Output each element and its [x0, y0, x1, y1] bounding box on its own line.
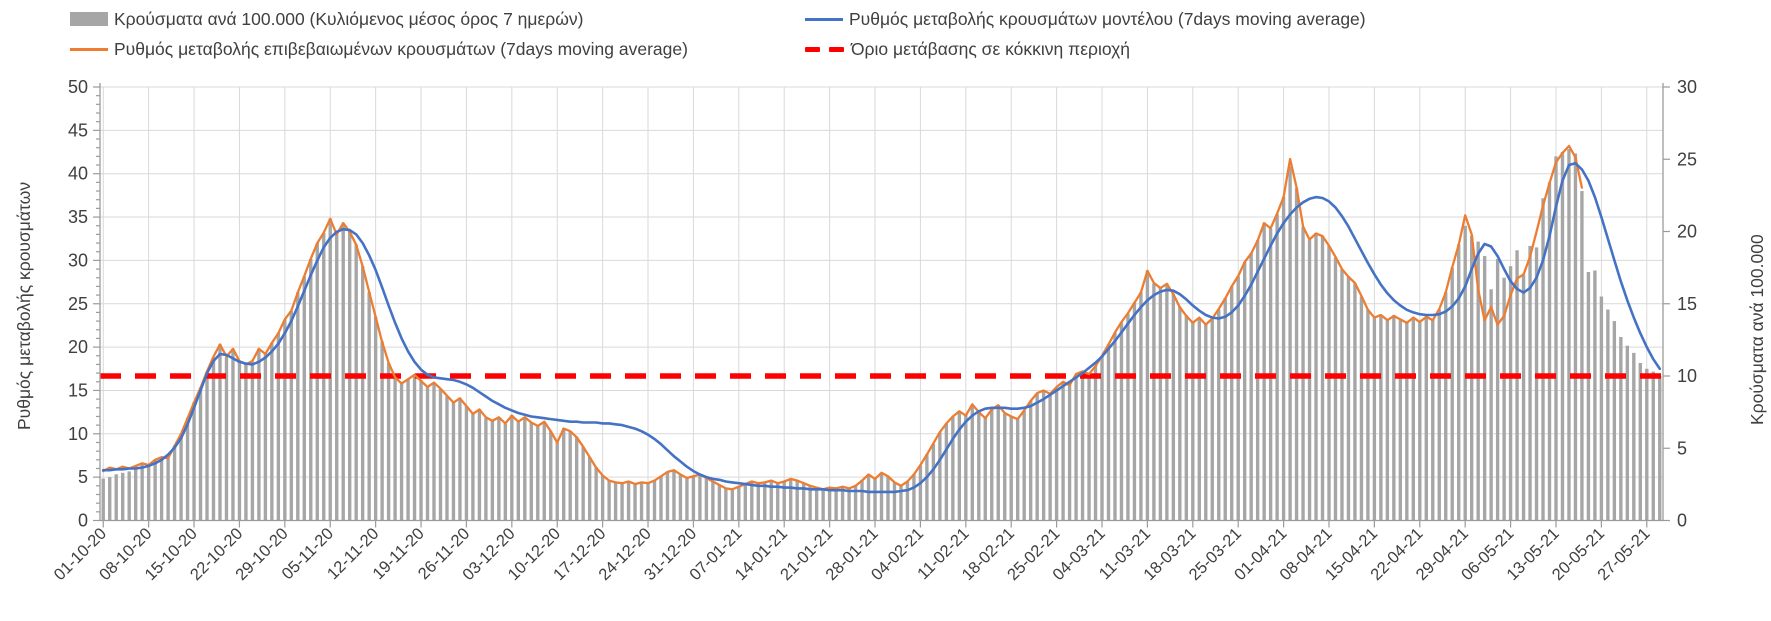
red-dash-swatch-icon — [805, 46, 845, 52]
svg-text:10: 10 — [1677, 366, 1697, 386]
svg-text:20: 20 — [68, 337, 88, 357]
svg-text:0: 0 — [1677, 511, 1687, 531]
svg-text:30: 30 — [68, 250, 88, 270]
legend-item-cases-per-100k: Κρούσματα ανά 100.000 (Κυλιόμενος μέσος … — [70, 9, 805, 30]
svg-text:30: 30 — [1677, 77, 1697, 97]
svg-text:20: 20 — [1677, 222, 1697, 242]
svg-text:5: 5 — [1677, 438, 1687, 458]
legend-label-cases-per-100k: Κρούσματα ανά 100.000 (Κυλιόμενος μέσος … — [114, 8, 584, 29]
svg-text:5: 5 — [78, 467, 88, 487]
legend-item-model-rate: Ρυθμός μεταβολής κρουσμάτων μοντέλου (7d… — [805, 9, 1710, 30]
svg-text:25: 25 — [68, 294, 88, 314]
svg-text:45: 45 — [68, 120, 88, 140]
gray-bar-swatch-icon — [70, 12, 108, 26]
legend-label-model-rate: Ρυθμός μεταβολής κρουσμάτων μοντέλου (7d… — [849, 8, 1366, 29]
legend-item-red-threshold: Όριο μετάβασης σε κόκκινη περιοχή — [805, 39, 1710, 60]
svg-text:25: 25 — [1677, 149, 1697, 169]
legend-item-confirmed-rate: Ρυθμός μεταβολής επιβεβαιωμένων κρουσμάτ… — [70, 39, 805, 60]
svg-text:15: 15 — [1677, 294, 1697, 314]
blue-line-swatch-icon — [805, 17, 843, 21]
legend-label-confirmed-rate: Ρυθμός μεταβολής επιβεβαιωμένων κρουσμάτ… — [114, 38, 688, 59]
svg-text:0: 0 — [78, 511, 88, 531]
orange-line-swatch-icon — [70, 47, 108, 51]
svg-text:50: 50 — [68, 77, 88, 97]
svg-text:40: 40 — [68, 164, 88, 184]
svg-text:15: 15 — [68, 380, 88, 400]
svg-text:10: 10 — [68, 424, 88, 444]
chart-legend: Κρούσματα ανά 100.000 (Κυλιόμενος μέσος … — [70, 4, 1710, 64]
svg-text:35: 35 — [68, 207, 88, 227]
legend-label-red-threshold: Όριο μετάβασης σε κόκκινη περιοχή — [851, 38, 1131, 59]
